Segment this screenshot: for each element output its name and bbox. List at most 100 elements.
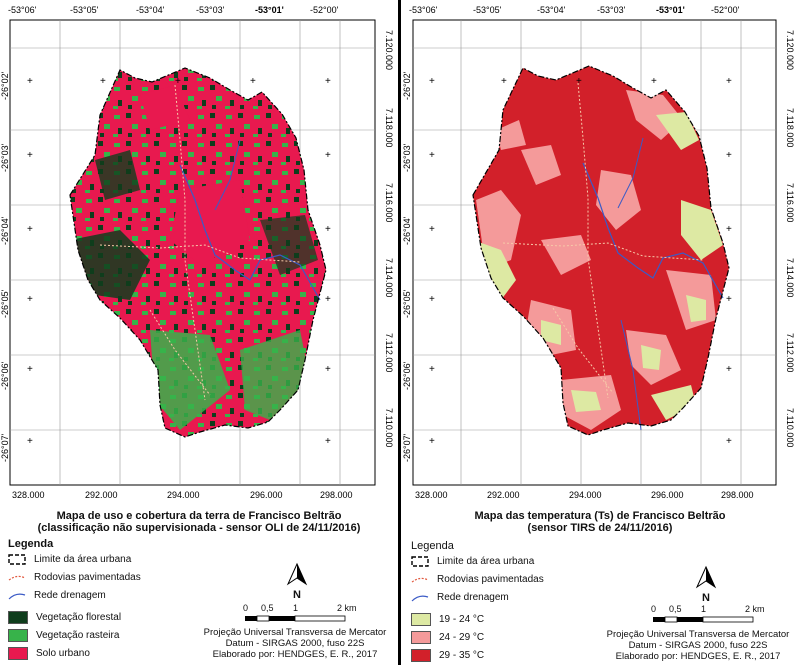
scale-label: 2 km: [745, 604, 765, 614]
scale-label: 0,5: [261, 603, 274, 613]
top-longitude-labels: -53°06' -53°05' -53°04' -53°03' -53°01' …: [409, 5, 740, 15]
svg-text:+: +: [726, 150, 732, 161]
svg-text:+: +: [576, 76, 582, 87]
x-label: 292.000: [487, 490, 520, 500]
panel-divider: [398, 0, 401, 665]
datum-text: Datum - SIRGAS 2000, fuso 22S: [628, 640, 768, 651]
svg-text:+: +: [27, 224, 33, 235]
svg-text:+: +: [651, 76, 657, 87]
road-symbol: [8, 575, 26, 581]
map-title-line2: (sensor TIRS de 24/11/2016): [527, 522, 673, 534]
grass-swatch: [8, 629, 28, 642]
legend-label: Rede drenagem: [34, 590, 106, 601]
svg-text:+: +: [100, 76, 106, 87]
lat-label: -26°02': [0, 71, 10, 100]
svg-text:+: +: [429, 224, 435, 235]
svg-text:+: +: [429, 294, 435, 305]
legend-item-grass: Vegetação rasteira: [8, 629, 119, 642]
top-longitude-labels: -53°06' -53°05' -53°04' -53°03' -53°01' …: [8, 5, 339, 15]
projection-text: Projeção Universal Transversa de Mercato…: [606, 629, 790, 640]
legend-title: Legenda: [8, 538, 54, 550]
x-label: 328.000: [12, 490, 45, 500]
paved-roads: [502, 82, 704, 399]
north-arrow: N: [282, 562, 312, 601]
lat-label: -26°06': [0, 361, 10, 390]
urban-boundary: [472, 65, 730, 436]
lon-label: -53°01': [255, 5, 284, 15]
lat-label: -26°06': [402, 361, 412, 390]
map-title-line1: Mapa das temperatura (Ts) de Francisco B…: [474, 510, 726, 522]
svg-text:+: +: [429, 150, 435, 161]
svg-text:+: +: [325, 150, 331, 161]
river-symbol: [411, 595, 429, 602]
lon-label: -53°04': [537, 5, 566, 15]
legend-label: Solo urbano: [36, 648, 90, 659]
drainage-network: [582, 162, 724, 299]
svg-text:+: +: [325, 294, 331, 305]
svg-text:+: +: [27, 436, 33, 447]
y-label: 7.112.000: [384, 333, 394, 372]
right-northing-labels: 7.120.000 7.118.000 7.116.000 7.114.000 …: [785, 30, 795, 447]
lat-label: -26°02': [402, 71, 412, 100]
boundary-symbol: [8, 554, 26, 565]
scale-label: 1: [701, 604, 707, 614]
map-credits: Projeção Universal Transversa de Mercato…: [195, 627, 395, 660]
temperature-map: + + + + + + + + + + + + + + + -53°06' -53°05' -53…: [402, 5, 795, 500]
lon-label: -53°06': [409, 5, 438, 15]
cross-mark: +: [27, 76, 33, 87]
lon-label: -53°04': [136, 5, 165, 15]
legend-label: Limite da área urbana: [437, 556, 535, 567]
lon-label: -53°06': [8, 5, 37, 15]
legend-item-temp-low: 19 - 24 °C: [411, 613, 484, 626]
svg-text:+: +: [325, 76, 331, 87]
legend-item-temp-high: 29 - 35 °C: [411, 649, 484, 662]
north-arrow: N: [691, 565, 721, 604]
y-label: 7.114.000: [785, 258, 795, 297]
temp-low-swatch: [411, 613, 431, 626]
map-title: Mapa das temperatura (Ts) de Francisco B…: [401, 510, 799, 534]
svg-text:+: +: [726, 224, 732, 235]
legend-label: Rodovias pavimentadas: [437, 574, 544, 585]
scale-label: 1: [293, 603, 299, 613]
x-label: 292.000: [85, 490, 118, 500]
legend-label: 24 - 29 °C: [439, 632, 485, 643]
land-use-map: + + + + + + + + + + + + + + + -53°06' -53°05' -53…: [0, 5, 394, 500]
scale-bar: 0 0,5 1 2 km: [651, 604, 771, 634]
north-label: N: [293, 589, 301, 601]
legend-item-drainage: Rede drenagem: [8, 590, 106, 601]
legend-item-drainage: Rede drenagem: [411, 592, 509, 603]
river-symbol: [8, 593, 26, 600]
lat-label: -26°07': [0, 433, 10, 462]
svg-text:+: +: [27, 364, 33, 375]
land-use-raster: [70, 68, 326, 437]
y-label: 7.116.000: [384, 183, 394, 222]
svg-text:+: +: [429, 436, 435, 447]
legend-item-boundary: Limite da área urbana: [411, 556, 534, 567]
legend-item-temp-mid: 24 - 29 °C: [411, 631, 484, 644]
legend-label: Vegetação rasteira: [36, 630, 120, 641]
legend-title: Legenda: [411, 540, 454, 552]
y-label: 7.110.000: [785, 408, 795, 447]
lat-label: -26°04': [402, 216, 412, 245]
urban-boundary: [69, 67, 327, 438]
forest-swatch: [8, 611, 28, 624]
lon-label: -53°01': [656, 5, 685, 15]
temp-high-swatch: [411, 649, 431, 662]
lon-label: -53°03': [196, 5, 225, 15]
author-text: Elaborado por: HENDGES, E. R., 2017: [212, 649, 378, 660]
projection-text: Projeção Universal Transversa de Mercato…: [203, 627, 387, 638]
right-northing-labels: 7.120.000 7.118.000 7.116.000 7.114.000 …: [384, 30, 394, 447]
urban-swatch: [8, 647, 28, 660]
scale-label: 0,5: [669, 604, 682, 614]
y-label: 7.112.000: [785, 333, 795, 372]
left-latitude-labels: -26°02' -26°03' -26°04' -26°05' -26°06' …: [402, 71, 412, 462]
lat-label: -26°05': [402, 289, 412, 318]
legend-label: Rodovias pavimentadas: [34, 572, 141, 583]
svg-text:+: +: [250, 76, 256, 87]
lon-label: -53°05': [70, 5, 99, 15]
y-label: 7.116.000: [785, 183, 795, 222]
map-title-line1: Mapa de uso e cobertura da terra de Fran…: [56, 510, 342, 522]
lat-label: -26°03': [0, 143, 10, 172]
y-label: 7.118.000: [384, 108, 394, 147]
x-label: 298.000: [721, 490, 754, 500]
